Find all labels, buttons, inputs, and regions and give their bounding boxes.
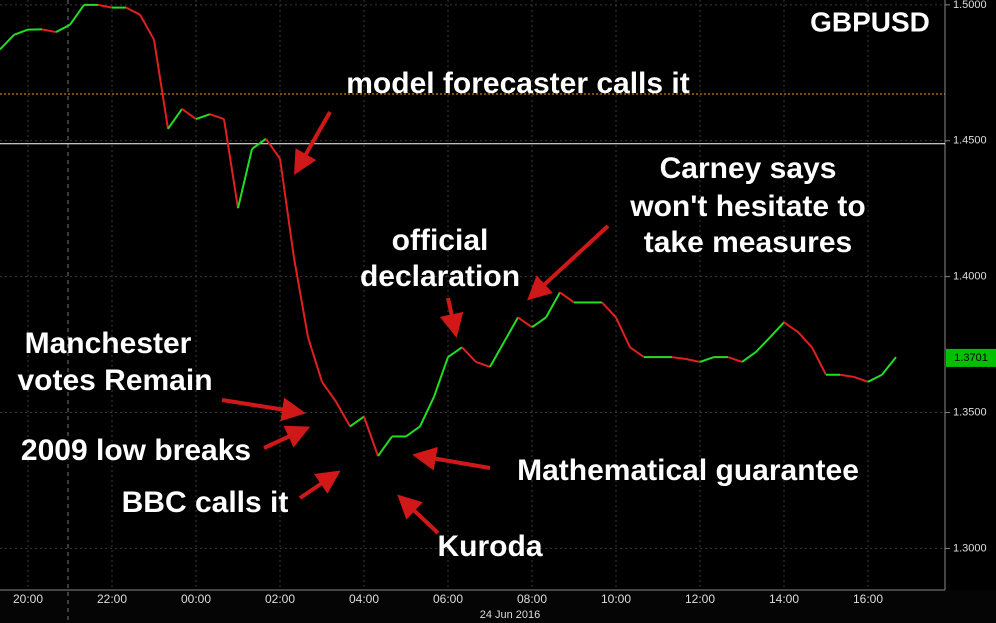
price-segment: [853, 375, 869, 383]
price-segment: [797, 331, 813, 348]
annotation: won't hesitate to: [629, 190, 865, 223]
price-segment: [811, 346, 827, 376]
price-segment: [181, 108, 197, 120]
price-segment: [13, 28, 29, 36]
annotation: Manchester: [25, 327, 192, 360]
price-segment: [377, 435, 393, 457]
x-axis-area: [0, 590, 996, 623]
price-segment: [615, 316, 631, 348]
price-segment: [755, 336, 771, 353]
price-segment: [265, 138, 281, 160]
price-segment: [517, 316, 533, 329]
price-segment: [279, 158, 295, 259]
price-segment: [601, 301, 617, 319]
price-segment: [461, 346, 477, 363]
price-segment: [419, 396, 435, 427]
price-segment: [447, 346, 463, 358]
price-segment: [545, 291, 561, 318]
price-segment: [139, 14, 155, 41]
price-segment: [125, 6, 141, 16]
price-segment: [349, 415, 365, 428]
annotation: model forecaster calls it: [346, 67, 689, 100]
arrow: [263, 425, 311, 450]
price-segment: [559, 291, 575, 304]
annotation: take measures: [644, 226, 852, 259]
price-segment: [699, 356, 715, 363]
arrow: [412, 446, 491, 471]
price-segment: [475, 361, 491, 368]
price-segment: [363, 416, 379, 457]
price-segment: [629, 346, 645, 358]
plot-area: [0, 0, 945, 590]
annotation: official: [392, 224, 489, 257]
y-tick-label: 1.4000: [953, 271, 987, 283]
y-tick-label: 1.3000: [953, 542, 987, 554]
price-segment: [237, 148, 253, 209]
price-segment: [769, 321, 785, 338]
x-tick-label: 14:00: [769, 592, 799, 606]
x-tick-label: 22:00: [97, 592, 127, 606]
price-segment: [489, 341, 505, 368]
last-price-label: 1.3701: [954, 352, 988, 364]
annotation: BBC calls it: [122, 486, 289, 519]
x-tick-label: 10:00: [601, 592, 631, 606]
annotation: Mathematical guarantee: [517, 454, 859, 487]
price-segment: [335, 401, 351, 427]
annotation: Kuroda: [438, 530, 543, 563]
arrow: [221, 397, 306, 422]
price-segment: [307, 336, 323, 383]
x-tick-label: 12:00: [685, 592, 715, 606]
x-tick-label: 02:00: [265, 592, 295, 606]
x-axis-label: 24 Jun 2016: [480, 609, 541, 621]
annotation: votes Remain: [17, 364, 212, 397]
price-segment: [783, 321, 799, 333]
x-tick-label: 06:00: [433, 592, 463, 606]
price-segment: [433, 356, 449, 398]
x-tick-label: 08:00: [517, 592, 547, 606]
chart-title: GBPUSD: [810, 6, 930, 37]
annotation: declaration: [360, 260, 520, 293]
arrow: [294, 111, 332, 175]
annotation: 2009 low breaks: [21, 434, 251, 467]
arrow: [527, 224, 610, 301]
arrow: [397, 494, 440, 535]
price-segment: [167, 108, 183, 130]
annotation: Carney says: [660, 152, 837, 185]
price-segment: [0, 34, 15, 51]
price-segment: [97, 3, 113, 9]
y-tick-label: 1.3500: [953, 406, 987, 418]
price-segment: [671, 356, 687, 360]
price-segment: [881, 356, 897, 376]
x-tick-label: 16:00: [853, 592, 883, 606]
price-segment: [209, 113, 225, 120]
price-segment: [531, 316, 547, 329]
price-segment: [503, 316, 519, 343]
price-segment: [251, 138, 267, 150]
price-segment: [41, 28, 57, 34]
price-segment: [405, 425, 421, 438]
price-segment: [321, 381, 337, 403]
price-segment: [195, 113, 211, 120]
y-tick-label: 1.5000: [953, 0, 987, 11]
price-segment: [55, 23, 71, 33]
price-segment: [867, 373, 883, 383]
price-segment: [293, 257, 309, 338]
arrow: [298, 470, 341, 500]
price-segment: [69, 4, 85, 26]
price-segment: [153, 39, 169, 129]
y-tick-label: 1.4500: [953, 135, 987, 147]
arrows: [221, 111, 610, 535]
arrow: [439, 297, 464, 338]
price-segment: [727, 356, 743, 363]
x-tick-label: 00:00: [181, 592, 211, 606]
last-price-box: [946, 348, 996, 367]
price-segment: [685, 358, 701, 363]
price-segment: [741, 351, 757, 363]
price-segment: [839, 373, 855, 378]
x-tick-label: 04:00: [349, 592, 379, 606]
price-segment: [223, 118, 239, 209]
x-tick-label: 20:00: [13, 592, 43, 606]
